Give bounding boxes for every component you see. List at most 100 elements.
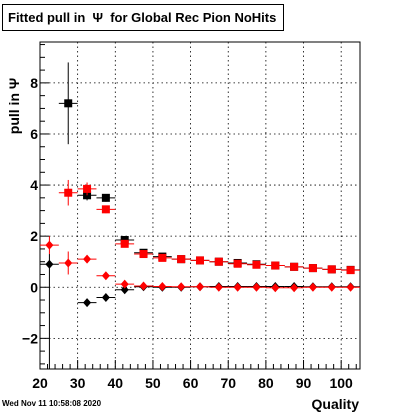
x-tick-label: 80 bbox=[258, 375, 274, 391]
data-point bbox=[190, 256, 210, 265]
y-tick-label: 2 bbox=[30, 228, 38, 244]
x-tick-label: 40 bbox=[108, 375, 124, 391]
diamond-marker bbox=[101, 292, 110, 302]
data-point bbox=[96, 205, 116, 214]
data-point bbox=[209, 282, 229, 292]
data-point bbox=[247, 260, 266, 269]
data-point bbox=[247, 282, 266, 292]
square-marker bbox=[177, 255, 186, 264]
data-point bbox=[58, 179, 78, 206]
diamond-marker bbox=[346, 282, 355, 292]
data-point bbox=[115, 279, 135, 289]
data-point bbox=[171, 255, 191, 264]
diamond-marker bbox=[271, 283, 280, 293]
data-point bbox=[134, 281, 153, 291]
data-point bbox=[322, 265, 342, 274]
data-point bbox=[228, 282, 248, 292]
diamond-marker bbox=[45, 259, 54, 269]
square-marker bbox=[252, 260, 261, 269]
tick-labels: 20 30 40 50 60 70 80 90 100 −2 0 2 4 6 8 bbox=[22, 75, 353, 391]
x-axis-label: Quality bbox=[312, 396, 360, 412]
y-tick-label: −2 bbox=[22, 330, 38, 346]
diamond-marker bbox=[101, 271, 110, 281]
square-marker bbox=[196, 256, 204, 265]
diamond-marker bbox=[120, 279, 129, 289]
data-point bbox=[40, 236, 59, 255]
square-marker bbox=[101, 205, 110, 214]
square-marker bbox=[64, 188, 73, 197]
square-marker bbox=[327, 265, 336, 274]
data-point bbox=[58, 251, 78, 275]
data-point bbox=[134, 250, 153, 259]
data-point bbox=[228, 259, 248, 268]
y-tick-label: 6 bbox=[30, 126, 38, 142]
diamond-marker bbox=[120, 285, 129, 295]
chart-title: Fitted pull in Ψ for Global Rec Pion NoH… bbox=[2, 4, 284, 31]
grid bbox=[40, 42, 360, 369]
x-tick-label: 20 bbox=[32, 375, 48, 391]
square-marker bbox=[64, 99, 73, 108]
diamond-marker bbox=[196, 282, 204, 292]
data-point bbox=[284, 283, 304, 293]
square-marker bbox=[83, 184, 92, 193]
x-tick-label: 70 bbox=[220, 375, 236, 391]
axis-ticks bbox=[39, 44, 357, 369]
diamond-marker bbox=[83, 298, 92, 308]
plot-frame bbox=[39, 41, 361, 370]
x-tick-label: 90 bbox=[296, 375, 312, 391]
data-point bbox=[303, 264, 323, 273]
diamond-marker bbox=[290, 283, 299, 293]
data-point bbox=[115, 239, 135, 248]
square-marker bbox=[101, 193, 110, 202]
diamond-marker bbox=[252, 282, 261, 292]
diamond-marker bbox=[139, 281, 148, 291]
y-tick-label: 4 bbox=[30, 177, 38, 193]
x-tick-label: 100 bbox=[329, 375, 353, 391]
diamond-marker bbox=[233, 282, 242, 292]
square-marker bbox=[346, 266, 355, 275]
x-tick-label: 50 bbox=[145, 375, 161, 391]
data-point bbox=[265, 283, 285, 293]
plot-border bbox=[39, 41, 361, 370]
data-point bbox=[152, 253, 172, 262]
diamond-marker bbox=[158, 281, 167, 291]
square-marker bbox=[120, 239, 129, 248]
square-marker bbox=[308, 264, 317, 273]
diamond-marker bbox=[214, 282, 223, 292]
diamond-marker bbox=[83, 254, 92, 264]
x-tick-label: 30 bbox=[70, 375, 86, 391]
data-point bbox=[77, 298, 97, 308]
data-point bbox=[341, 282, 360, 292]
square-marker bbox=[290, 262, 299, 271]
data-point bbox=[284, 262, 304, 271]
square-marker bbox=[214, 257, 223, 266]
diamond-marker bbox=[45, 240, 54, 250]
square-marker bbox=[139, 250, 148, 259]
data-point bbox=[96, 292, 116, 302]
diamond-marker bbox=[308, 282, 317, 292]
y-axis-label: pull in Ψ bbox=[6, 78, 22, 134]
data-point bbox=[58, 62, 78, 145]
data-point bbox=[152, 281, 172, 291]
square-marker bbox=[158, 253, 167, 262]
x-tick-label: 60 bbox=[183, 375, 199, 391]
data-point bbox=[341, 266, 360, 275]
diamond-marker bbox=[177, 282, 186, 292]
data-point bbox=[209, 257, 229, 266]
data-point bbox=[190, 282, 210, 292]
data-point bbox=[171, 282, 191, 292]
square-marker bbox=[271, 261, 280, 270]
data-marks bbox=[40, 62, 360, 369]
data-point bbox=[40, 254, 59, 369]
data-point bbox=[115, 285, 135, 295]
square-marker bbox=[233, 259, 242, 268]
data-point bbox=[96, 193, 116, 202]
data-point bbox=[77, 182, 97, 196]
diamond-marker bbox=[64, 258, 73, 268]
data-point bbox=[322, 282, 342, 292]
data-point bbox=[265, 261, 285, 270]
y-tick-label: 8 bbox=[30, 75, 38, 91]
diamond-marker bbox=[327, 282, 336, 292]
timestamp: Wed Nov 11 10:58:08 2020 bbox=[2, 399, 102, 408]
